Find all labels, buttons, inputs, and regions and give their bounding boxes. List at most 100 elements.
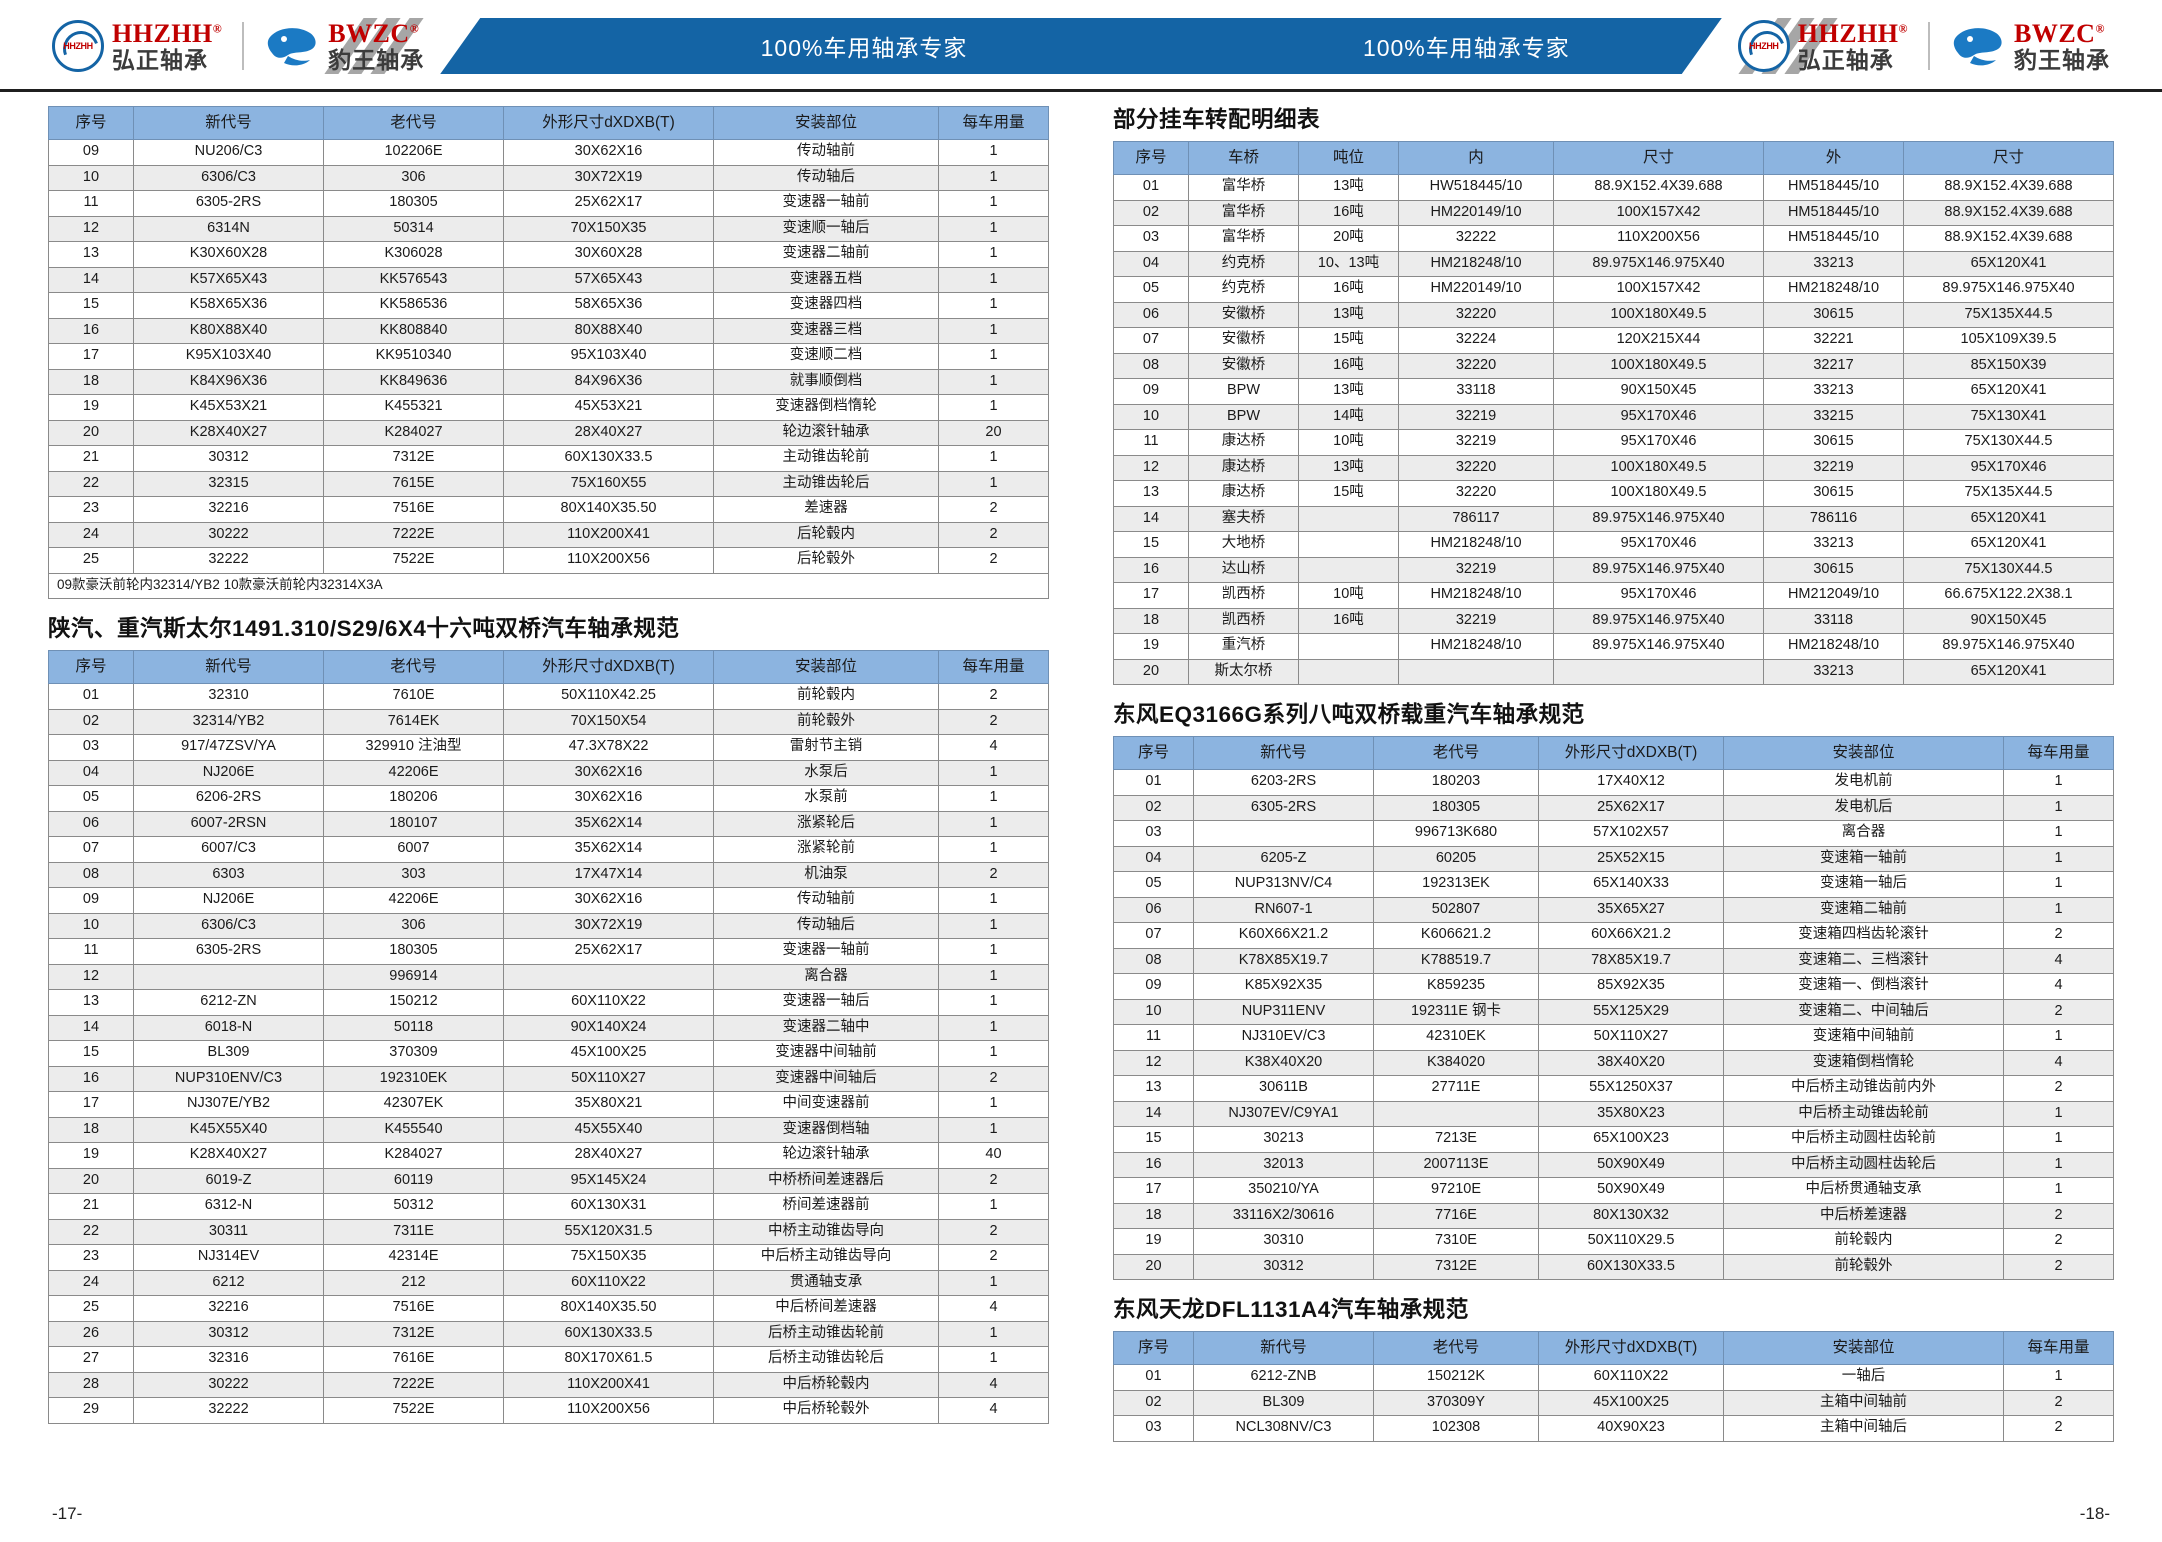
table-cell: 09 [1113, 973, 1194, 1000]
table-row: 21 30312 7312E 60X130X33.5 主动锥齿轮前 1 [48, 445, 1049, 472]
col-seq: 序号 [1113, 141, 1189, 175]
table-cell: 100X180X49.5 [1553, 480, 1764, 507]
table-cell: 306 [323, 912, 504, 939]
table-cell: NJ307EV/C9YA1 [1193, 1100, 1374, 1127]
table-cell: 32222 [133, 547, 324, 574]
table-cell: 1 [2003, 1364, 2114, 1391]
table-cell: 30X72X19 [503, 912, 714, 939]
table-cell: 30222 [133, 521, 324, 548]
table-cell: 雷射节主销 [713, 734, 939, 761]
table-cell: 30611B [1193, 1075, 1374, 1102]
table-cell: 24 [48, 1269, 134, 1296]
table-row: 13 30611B 27711E 55X1250X37 中后桥主动锥齿前内外 2 [1113, 1075, 2114, 1102]
table-cell: 30310 [1193, 1228, 1374, 1255]
table-cell: 30312 [133, 1320, 324, 1347]
table-cell: 55X125X29 [1538, 998, 1724, 1025]
table-cell: 6205-Z [1193, 845, 1374, 872]
table-cell: 6212-ZNB [1193, 1364, 1374, 1391]
table-cell: 75X150X35 [503, 1244, 714, 1271]
table-cell: 42314E [323, 1244, 504, 1271]
table-cell: 33213 [1763, 378, 1904, 405]
table-row: 25 32222 7522E 110X200X56 后轮毂外 2 [48, 547, 1049, 574]
table-cell: 6306/C3 [133, 912, 324, 939]
table-cell: 04 [1113, 250, 1189, 277]
bearing-ring-icon: HHZHH [52, 20, 104, 72]
table-cell: 6305-2RS [133, 190, 324, 217]
table-cell: 33118 [1763, 607, 1904, 634]
table-cell: 60X130X33.5 [503, 1320, 714, 1347]
table-cell: 50X90X49 [1538, 1177, 1724, 1204]
col-tonnage: 吨位 [1298, 141, 1399, 175]
table-cell: 45X53X21 [503, 394, 714, 421]
table-cell: 约克桥 [1188, 276, 1299, 303]
table-cell: 89.975X146.975X40 [1903, 633, 2114, 660]
table-cell: HM218248/10 [1398, 531, 1554, 558]
table-row: 24 30222 7222E 110X200X41 后轮毂内 2 [48, 521, 1049, 548]
table-cell: 88.9X152.4X39.688 [1903, 174, 2114, 201]
table-header-row: 序号 新代号 老代号 外形尺寸dXDXB(T) 安装部位 每车用量 [48, 650, 1049, 684]
table-cell: 25X62X17 [503, 190, 714, 217]
table-row: 15 K58X65X36 KK586536 58X65X36 变速器四档 1 [48, 292, 1049, 319]
table-row: 07 安徽桥 15吨 32224 120X215X44 32221 105X109X39.5 [1113, 327, 2114, 354]
table-cell: 150212 [323, 989, 504, 1016]
table-cell: 16 [1113, 556, 1189, 583]
table-cell: 7522E [323, 1397, 504, 1424]
table-cell: 84X96X36 [503, 368, 714, 395]
table-cell: 20 [1113, 658, 1189, 685]
table-cell: 47.3X78X22 [503, 734, 714, 761]
table-row: 19 重汽桥 HM218248/10 89.975X146.975X40 HM21824… [1113, 633, 2114, 660]
table-cell: 中桥主动锥齿导向 [713, 1218, 939, 1245]
brand-hhzhh-text-2: HHZHH® 弘正轴承 [1798, 20, 1908, 72]
table-cell: KK576543 [323, 266, 504, 293]
table-cell: 32219 [1398, 403, 1554, 430]
table-cell: 329910 注油型 [323, 734, 504, 761]
table-cell: 50X110X27 [1538, 1024, 1724, 1051]
table-cell: 60X130X33.5 [503, 445, 714, 472]
section-title-4: 东风EQ3166G系列八吨双桥载重汽车轴承规范 [1113, 702, 1585, 727]
table-cell: 85X150X39 [1903, 352, 2114, 379]
table-cell: 32216 [133, 496, 324, 523]
table-row: 16 NUP310ENV/C3 192310EK 50X110X27 变速器中间轴后 2 [48, 1065, 1049, 1092]
table-cell: 1 [938, 1346, 1049, 1373]
table-cell: HM218248/10 [1398, 250, 1554, 277]
table-cell: 7312E [323, 1320, 504, 1347]
table-cell: 变速器中间轴前 [713, 1040, 939, 1067]
table-cell: 27 [48, 1346, 134, 1373]
table-cell: 后桥主动锥齿轮前 [713, 1320, 939, 1347]
table-cell: 502807 [1373, 896, 1539, 923]
table-cell: 02 [48, 708, 134, 735]
table-cell: 32220 [1398, 480, 1554, 507]
table-cell: HM218248/10 [1763, 633, 1904, 660]
brand-logos-left: HHZHH HHZHH® 弘正轴承 BWZC® [0, 20, 424, 72]
table-cell: 13吨 [1298, 301, 1399, 328]
table-row: 16 32013 2007113E 50X90X49 中后桥主动圆柱齿轮后 1 [1113, 1151, 2114, 1178]
table-cell: 1 [938, 368, 1049, 395]
table-cell: 12 [1113, 454, 1189, 481]
table-cell: 32310 [133, 683, 324, 710]
table-cell: RN607-1 [1193, 896, 1374, 923]
table-cell: 30615 [1763, 429, 1904, 456]
table-cell: 180206 [323, 785, 504, 812]
table-cell: K306028 [323, 241, 504, 268]
table-cell: 10吨 [1298, 582, 1399, 609]
table-cell: 7616E [323, 1346, 504, 1373]
table-cell: 1 [938, 215, 1049, 242]
table-cell: 1 [2003, 1126, 2114, 1153]
table-cell: 28X40X27 [503, 419, 714, 446]
table-cell: HM518445/10 [1763, 174, 1904, 201]
table-cell: NCL308NV/C3 [1193, 1415, 1374, 1442]
table-cell: 1 [938, 292, 1049, 319]
table-cell: 轮边滚针轴承 [713, 419, 939, 446]
table-cell: 21 [48, 1193, 134, 1220]
table-cell: 05 [48, 785, 134, 812]
table-cell: 2 [938, 1167, 1049, 1194]
table-cell: 32220 [1398, 454, 1554, 481]
table-cell: 轮边滚针轴承 [713, 1142, 939, 1169]
table-cell: 19 [48, 1142, 134, 1169]
table-cell: 35X80X23 [1538, 1100, 1724, 1127]
table-cell: 95X170X46 [1553, 531, 1764, 558]
leopard-head-icon [264, 23, 320, 69]
table-cell: 6306/C3 [133, 164, 324, 191]
table-cell: 42206E [323, 759, 504, 786]
table-cell: 100X157X42 [1553, 199, 1764, 226]
